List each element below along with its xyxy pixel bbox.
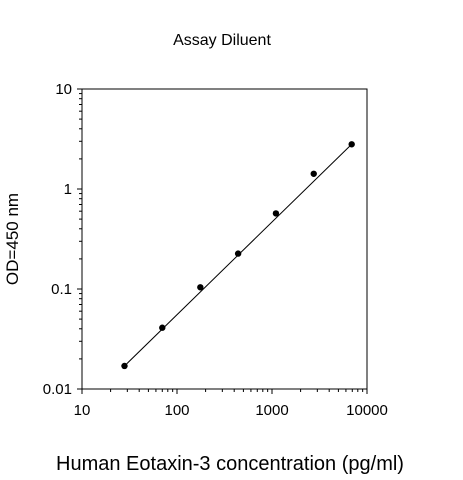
data-point [272, 210, 280, 217]
x-axis-label: Human Eotaxin-3 concentration (pg/ml) [56, 453, 404, 475]
y-axis-label: OD=450 nm [3, 193, 22, 285]
data-points [121, 141, 355, 370]
x-tick-label: 10000 [346, 402, 388, 419]
x-tick-label: 100 [164, 402, 189, 419]
y-tick-label: 10 [55, 81, 72, 98]
data-point [348, 141, 355, 148]
data-point [159, 324, 166, 331]
data-point [197, 284, 204, 291]
y-tick-label: 0.01 [43, 381, 72, 398]
x-tick-label: 10 [74, 402, 91, 419]
data-point [234, 250, 242, 257]
y-tick-label: 0.1 [51, 281, 72, 298]
data-point [121, 362, 128, 370]
plot-area-frame [81, 88, 368, 390]
data-point [310, 170, 317, 177]
chart-title: Assay Diluent [173, 32, 271, 49]
x-axis: 10 100 1000 10000 [74, 389, 388, 419]
x-tick-label: 1000 [255, 402, 288, 419]
y-axis: 0.01 0.1 1 10 [43, 81, 82, 398]
y-tick-label: 1 [64, 181, 72, 198]
